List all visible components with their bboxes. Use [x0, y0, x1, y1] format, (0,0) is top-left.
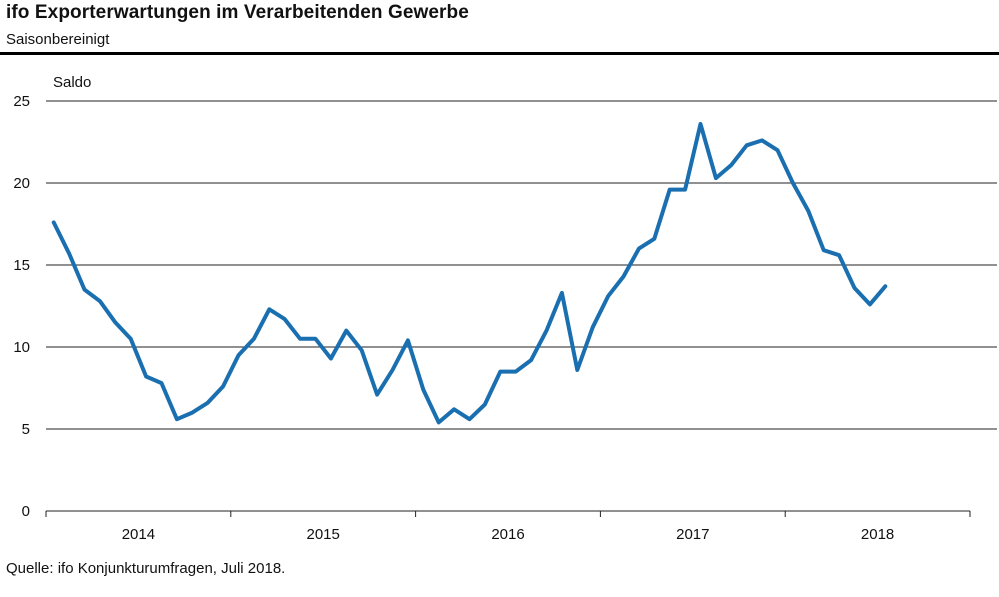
y-axis-label: Saldo: [53, 74, 91, 91]
x-tick-label: 2016: [491, 526, 524, 543]
x-tick-label: 2017: [676, 526, 709, 543]
series-line: [51, 122, 888, 425]
y-tick-label: 15: [13, 257, 30, 274]
source-note: Quelle: ifo Konjunkturumfragen, Juli 201…: [6, 560, 286, 577]
y-tick-label: 25: [13, 93, 30, 110]
y-tick-label: 5: [22, 421, 30, 438]
x-tick-label: 2018: [861, 526, 894, 543]
x-tick-label: 2014: [122, 526, 155, 543]
y-tick-label: 10: [13, 339, 30, 356]
y-tick-labels: 0 5 10 15 20 25: [13, 93, 30, 520]
y-tick-label: 20: [13, 175, 30, 192]
series-lines: [51, 122, 888, 425]
x-tick-label: 2015: [307, 526, 340, 543]
y-tick-label: 0: [22, 503, 30, 520]
chart-subtitle: Saisonbereinigt: [6, 31, 110, 48]
title-rule: [0, 52, 999, 55]
grid-lines: [46, 100, 997, 430]
x-tick-labels: 2014 2015 2016 2017 2018: [122, 526, 895, 543]
axes: [45, 510, 971, 517]
chart-title: ifo Exporterwartungen im Verarbeitenden …: [6, 2, 469, 23]
